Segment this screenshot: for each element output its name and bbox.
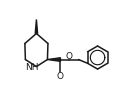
Polygon shape xyxy=(47,58,60,61)
Text: O: O xyxy=(57,72,64,81)
Text: O: O xyxy=(66,52,73,61)
Polygon shape xyxy=(35,19,38,33)
Text: NH: NH xyxy=(25,63,39,72)
